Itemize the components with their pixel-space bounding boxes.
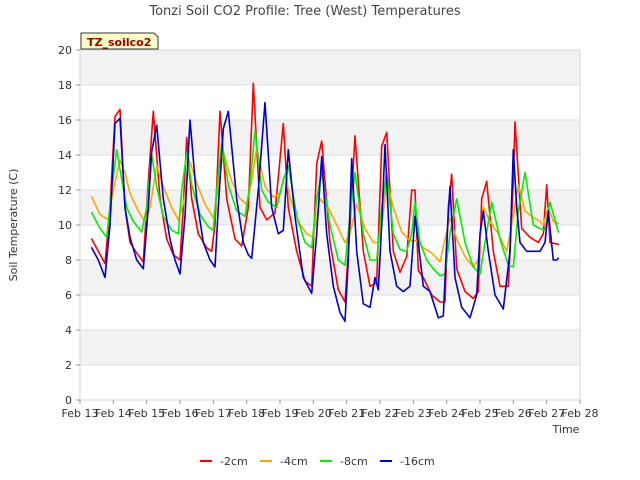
y-tick-label: 10 — [58, 219, 72, 232]
y-tick-label: 16 — [58, 114, 72, 127]
x-tick-label: Feb 15 — [128, 407, 165, 420]
site-label: TZ_soilco2 — [87, 36, 151, 49]
y-tick-label: 12 — [58, 184, 72, 197]
x-tick-label: Feb 25 — [462, 407, 499, 420]
y-tick-label: 2 — [65, 359, 72, 372]
x-tick-label: Feb 27 — [528, 407, 565, 420]
x-tick-label: Feb 13 — [62, 407, 99, 420]
grid-band — [80, 85, 580, 120]
y-tick-label: 4 — [65, 324, 72, 337]
x-tick-label: Feb 19 — [262, 407, 299, 420]
legend-label: -16cm — [400, 455, 435, 468]
grid-band — [80, 50, 580, 85]
legend-label: -4cm — [280, 455, 308, 468]
x-tick-label: Feb 16 — [162, 407, 199, 420]
legend-label: -8cm — [340, 455, 368, 468]
chart-title: Tonzi Soil CO2 Profile: Tree (West) Temp… — [148, 4, 461, 19]
y-axis-label: Soil Temperature (C) — [7, 169, 20, 282]
x-tick-label: Feb 21 — [328, 407, 365, 420]
y-axis-ticks: 0 2 4 6 8 10 12 14 16 18 20 — [58, 44, 80, 407]
x-tick-label: Feb 17 — [195, 407, 232, 420]
x-axis-label: Time — [552, 423, 580, 436]
legend: -2cm -4cm -8cm -16cm — [200, 455, 435, 468]
x-tick-label: Feb 23 — [395, 407, 432, 420]
legend-label: -2cm — [220, 455, 248, 468]
site-label-box: TZ_soilco2 — [80, 32, 159, 50]
x-tick-label: Feb 18 — [228, 407, 265, 420]
grid-band — [80, 365, 580, 400]
y-tick-label: 0 — [65, 394, 72, 407]
grid-band — [80, 330, 580, 365]
y-tick-label: 20 — [58, 44, 72, 57]
x-tick-label: Feb 24 — [428, 407, 465, 420]
x-tick-label: Feb 22 — [362, 407, 399, 420]
grid-band — [80, 295, 580, 330]
y-tick-label: 6 — [65, 289, 72, 302]
x-tick-label: Feb 14 — [95, 407, 132, 420]
grid-band — [80, 120, 580, 155]
x-tick-label: Feb 20 — [295, 407, 332, 420]
series-lines — [90, 82, 560, 323]
y-tick-label: 14 — [58, 149, 72, 162]
grid-band — [80, 190, 580, 225]
y-tick-label: 18 — [58, 79, 72, 92]
series-line-minus-16cm — [90, 101, 560, 323]
x-tick-label: Feb 26 — [495, 407, 532, 420]
x-tick-label: Feb 28 — [562, 407, 599, 420]
y-tick-label: 8 — [65, 254, 72, 267]
series-line-minus-2cm — [90, 82, 560, 303]
